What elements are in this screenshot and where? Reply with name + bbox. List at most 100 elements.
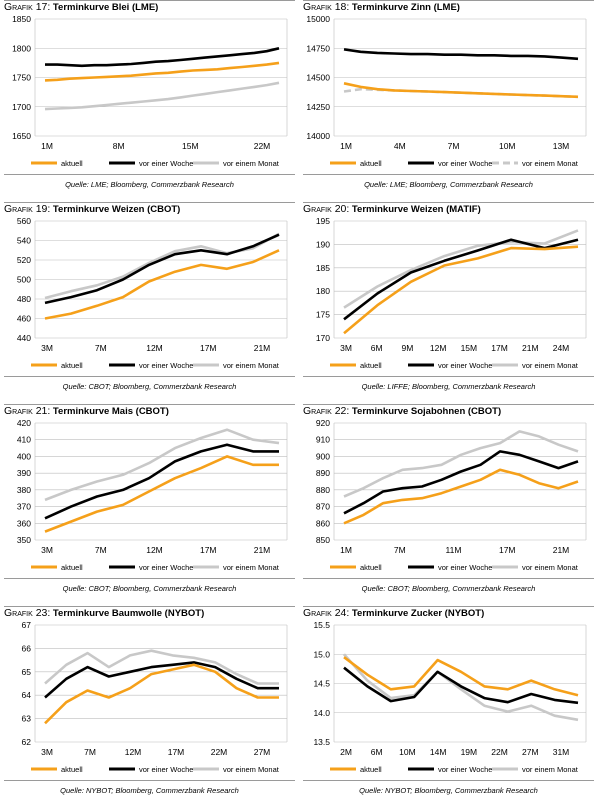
- x-tick-label: 17M: [168, 747, 185, 757]
- bottom-divider: [303, 780, 594, 781]
- series-line-aktuell: [343, 245, 579, 335]
- series-line-vor-einem-Monat: [343, 430, 579, 498]
- x-tick-label: 31M: [553, 747, 570, 757]
- source-note: Quelle: NYBOT; Bloomberg, Commerzbank Re…: [60, 786, 239, 795]
- y-tick-label: 14.0: [313, 708, 330, 718]
- x-tick-label: 2M: [340, 747, 352, 757]
- x-tick-label: 3M: [340, 343, 352, 353]
- y-tick-label: 170: [316, 333, 330, 343]
- y-tick-label: 67: [22, 620, 32, 630]
- y-tick-label: 380: [17, 485, 31, 495]
- x-tick-label: 17M: [200, 343, 217, 353]
- x-tick-label: 10M: [399, 747, 416, 757]
- legend-label: vor einer Woche: [139, 563, 193, 572]
- line-chart: 850 860 870 880 890 900 910 920 1M 7M 11M 17M 21M akt…: [316, 418, 587, 572]
- legend-label: vor einem Monat: [223, 765, 280, 774]
- source-note: Quelle: CBOT; Bloomberg, Commerzbank Res…: [361, 584, 536, 593]
- series-line-vor-einer-Woche: [44, 233, 280, 305]
- source-note: Quelle: LME; Bloomberg, Commerzbank Rese…: [65, 180, 234, 189]
- y-tick-label: 66: [22, 643, 32, 653]
- series-line-vor-einer-Woche: [343, 238, 579, 321]
- chart-panel: Grafik 19: Terminkurve Weizen (CBOT) 440 4…: [4, 202, 295, 399]
- chart-title: Grafik 24: Terminkurve Zucker (NYBOT): [303, 607, 484, 619]
- figure-number: Grafik 19:: [4, 203, 51, 215]
- legend-label: vor einem Monat: [223, 563, 280, 572]
- chart-panel: Grafik 18: Terminkurve Zinn (LME) 14000 14…: [303, 0, 594, 197]
- legend-label: aktuell: [360, 159, 382, 168]
- line-chart: 13.5 14.0 14.5 15.0 15.5 2M 6M 10M 14M 19M 22M 27M 3…: [313, 620, 587, 774]
- line-chart: 62 63 64 65 66 67 3M 7M 12M 17M 22M 27M aktuell vor e…: [22, 620, 288, 774]
- x-tick-label: 1M: [41, 141, 53, 151]
- source-note: Quelle: NYBOT; Bloomberg, Commerzbank Re…: [359, 786, 538, 795]
- chart-title-text: Terminkurve Weizen (MATIF): [349, 204, 481, 215]
- x-tick-label: 27M: [522, 747, 539, 757]
- top-divider: [4, 606, 295, 607]
- y-tick-label: 560: [17, 216, 31, 226]
- y-tick-label: 14500: [306, 73, 330, 83]
- y-tick-label: 860: [316, 518, 330, 528]
- y-tick-label: 520: [17, 255, 31, 265]
- x-tick-label: 22M: [254, 141, 271, 151]
- top-divider: [303, 202, 594, 203]
- y-tick-label: 15.0: [313, 649, 330, 659]
- legend-label: aktuell: [61, 361, 83, 370]
- x-tick-label: 7M: [84, 747, 96, 757]
- x-tick-label: 12M: [146, 545, 163, 555]
- legend-label: aktuell: [61, 159, 83, 168]
- chart-title: Grafik 22: Terminkurve Sojabohnen (CBOT): [303, 405, 501, 417]
- legend-label: vor einer Woche: [438, 563, 492, 572]
- y-tick-label: 410: [17, 435, 31, 445]
- legend-label: vor einer Woche: [139, 765, 193, 774]
- series-line-vor-einer-Woche: [44, 661, 279, 699]
- series-line-vor-einem-Monat: [44, 232, 280, 300]
- source-note: Quelle: CBOT; Bloomberg, Commerzbank Res…: [62, 584, 237, 593]
- chart-title: Grafik 19: Terminkurve Weizen (CBOT): [4, 203, 180, 215]
- x-tick-label: 7M: [95, 343, 107, 353]
- y-tick-label: 1700: [12, 102, 31, 112]
- chart-panel: Grafik 21: Terminkurve Mais (CBOT) 350 360…: [4, 404, 295, 601]
- line-chart: 350 360 370 380 390 400 410 420 3M 7M 12M 17M 21M akt…: [17, 418, 288, 572]
- chart-title: Grafik 23: Terminkurve Baumwolle (NYBOT): [4, 607, 204, 619]
- legend-label: vor einer Woche: [438, 159, 492, 168]
- y-tick-label: 195: [316, 216, 330, 226]
- bottom-divider: [4, 376, 295, 377]
- y-tick-label: 65: [22, 667, 32, 677]
- y-tick-label: 880: [316, 485, 330, 495]
- x-tick-label: 12M: [146, 343, 163, 353]
- y-tick-label: 370: [17, 502, 31, 512]
- series-line-aktuell: [343, 656, 579, 697]
- source-note: Quelle: LME; Bloomberg, Commerzbank Rese…: [364, 180, 533, 189]
- bottom-divider: [4, 174, 295, 175]
- y-tick-label: 400: [17, 451, 31, 461]
- figure-number: Grafik 18:: [303, 1, 350, 13]
- x-tick-label: 1M: [340, 545, 352, 555]
- series-line-vor-einer-Woche: [343, 48, 579, 61]
- series-line-vor-einer-Woche: [343, 450, 579, 515]
- y-tick-label: 14250: [306, 102, 330, 112]
- x-tick-label: 12M: [430, 343, 447, 353]
- x-tick-label: 21M: [522, 343, 539, 353]
- chart-panel: Grafik 23: Terminkurve Baumwolle (NYBOT)…: [4, 606, 295, 803]
- series-line-vor-einer-Woche: [44, 443, 279, 520]
- y-tick-label: 15.5: [313, 620, 330, 630]
- legend-label: vor einem Monat: [522, 159, 579, 168]
- chart-panel: Grafik 24: Terminkurve Zucker (NYBOT) 13.…: [303, 606, 594, 803]
- x-tick-label: 13M: [553, 141, 570, 151]
- series-line-aktuell: [44, 455, 279, 533]
- x-tick-label: 14M: [430, 747, 447, 757]
- legend-label: vor einem Monat: [522, 563, 579, 572]
- y-tick-label: 13.5: [313, 737, 330, 747]
- figure-number: Grafik 21:: [4, 405, 51, 417]
- chart-panel: Grafik 20: Terminkurve Weizen (MATIF) 170…: [303, 202, 594, 399]
- x-tick-label: 19M: [461, 747, 478, 757]
- x-tick-label: 21M: [254, 343, 271, 353]
- x-tick-label: 17M: [499, 545, 516, 555]
- legend-label: vor einer Woche: [139, 361, 193, 370]
- x-tick-label: 21M: [553, 545, 570, 555]
- chart-panel: Grafik 17: Terminkurve Blei (LME) 1650 170…: [4, 0, 295, 197]
- y-tick-label: 890: [316, 468, 330, 478]
- bottom-divider: [303, 376, 594, 377]
- x-tick-label: 7M: [448, 141, 460, 151]
- series-line-aktuell: [343, 82, 579, 99]
- chart-title: Grafik 21: Terminkurve Mais (CBOT): [4, 405, 169, 417]
